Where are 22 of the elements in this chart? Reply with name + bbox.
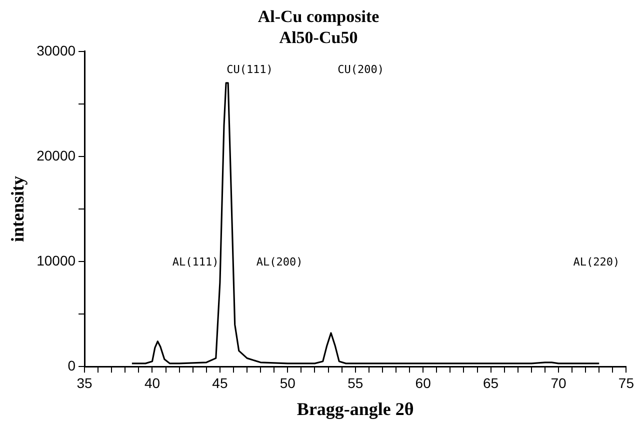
y-axis-title: intensity (7, 176, 28, 242)
x-tick-label: 75 (618, 374, 634, 391)
x-tick-label: 40 (144, 374, 160, 391)
annotation: AL(220) (573, 255, 620, 268)
annotation: CU(200) (338, 63, 384, 76)
y-tick-label: 0 (68, 357, 76, 374)
annotation: AL(200) (256, 255, 303, 268)
x-tick-label: 65 (483, 374, 499, 391)
chart-title: Al-Cu composite (256, 6, 380, 27)
y-tick-label: 10000 (36, 252, 76, 268)
annotation: CU(111) (226, 63, 273, 76)
y-tick-label: 20000 (36, 147, 76, 164)
x-tick-label: 45 (212, 374, 228, 391)
x-tick-label: 55 (348, 374, 364, 391)
annotation: AL(111) (172, 255, 219, 268)
x-tick-label: 50 (280, 374, 296, 391)
x-axis-title: Bragg-angle 2θ (296, 398, 414, 419)
x-tick-label: 70 (550, 374, 566, 391)
chart-subtitle: Al50-Cu50 (279, 28, 358, 47)
x-tick-label: 35 (76, 374, 93, 391)
y-tick-label: 30000 (36, 42, 76, 58)
x-tick-label: 60 (415, 374, 432, 391)
